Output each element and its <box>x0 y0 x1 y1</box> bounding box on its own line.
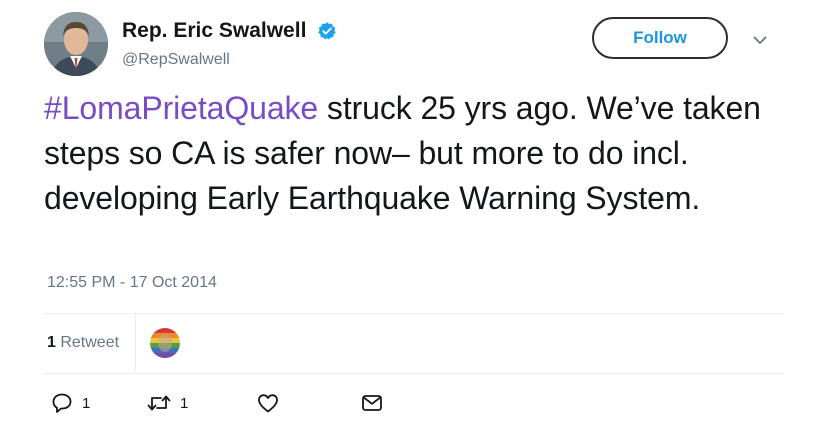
tweet-text: #LomaPrietaQuake struck 25 yrs ago. We’v… <box>44 86 784 221</box>
retweet-icon <box>147 395 171 411</box>
tweet-timestamp[interactable]: 12:55 PM - 17 Oct 2014 <box>47 274 217 291</box>
reply-icon <box>52 393 72 413</box>
chevron-down-icon[interactable] <box>750 30 770 50</box>
author-names: Rep. Eric Swalwell @RepSwalwell <box>122 18 337 70</box>
like-icon <box>258 394 278 413</box>
retweet-stat-count: 1 <box>47 334 56 351</box>
hashtag-link[interactable]: #LomaPrietaQuake <box>44 90 319 126</box>
tweet-actions: 1 1 <box>50 390 384 416</box>
stats-separator <box>135 314 137 372</box>
retweet-action-count: 1 <box>180 394 189 412</box>
tweet-body: struck 25 yrs ago. We’ve taken steps so … <box>44 90 761 216</box>
direct-message-button[interactable] <box>360 391 384 415</box>
retweet-stat-label: Retweet <box>55 334 120 351</box>
divider <box>44 313 784 314</box>
follow-button[interactable]: Follow <box>592 17 728 59</box>
retweet-button[interactable]: 1 <box>146 391 256 415</box>
reply-button[interactable]: 1 <box>50 391 146 415</box>
divider <box>44 373 784 374</box>
author-avatar[interactable] <box>44 12 108 76</box>
author-handle[interactable]: @RepSwalwell <box>122 51 230 68</box>
reply-count: 1 <box>82 394 91 412</box>
retweeter-avatar[interactable] <box>150 328 181 358</box>
tweet-stats: 1 Retweet <box>47 314 181 372</box>
verified-badge-icon <box>318 22 336 40</box>
tweet-header: Rep. Eric Swalwell @RepSwalwell Follow <box>44 12 784 76</box>
like-button[interactable] <box>256 391 360 415</box>
author-display-name[interactable]: Rep. Eric Swalwell <box>122 19 307 42</box>
direct-message-icon <box>362 395 382 411</box>
retweet-count-stat[interactable]: 1 Retweet <box>47 334 135 352</box>
